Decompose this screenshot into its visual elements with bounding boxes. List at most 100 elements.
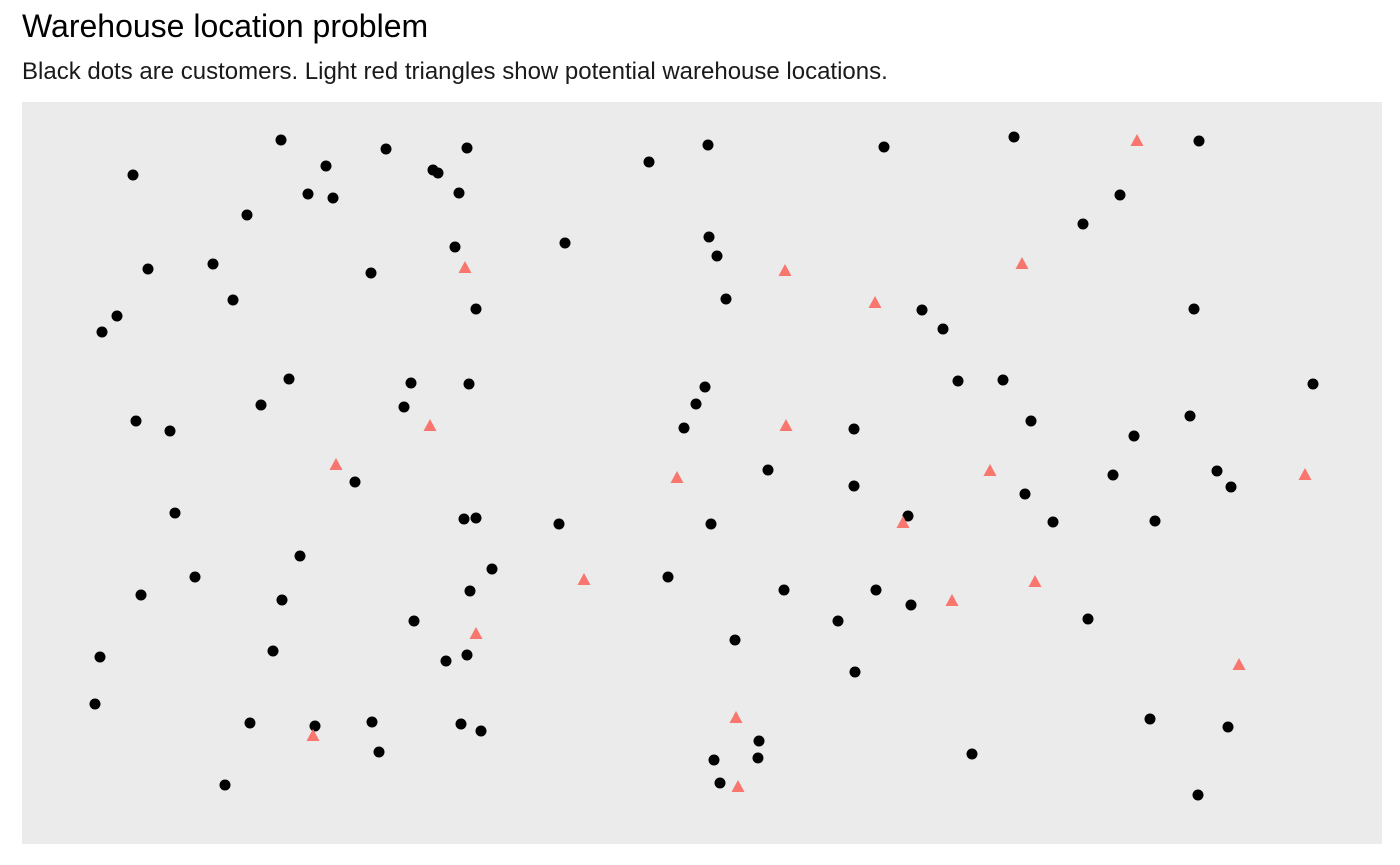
customer-point bbox=[1193, 135, 1205, 147]
customer-point bbox=[1019, 488, 1031, 500]
customer-point bbox=[752, 752, 764, 764]
customer-point bbox=[366, 716, 378, 728]
customer-point bbox=[432, 167, 444, 179]
warehouse-point bbox=[329, 458, 343, 470]
customer-point bbox=[848, 480, 860, 492]
customer-point bbox=[711, 250, 723, 262]
customer-point bbox=[405, 377, 417, 389]
customer-point bbox=[1307, 378, 1319, 390]
warehouse-point bbox=[1232, 658, 1246, 670]
customer-point bbox=[778, 584, 790, 596]
chart-title: Warehouse location problem bbox=[22, 8, 429, 44]
customer-point bbox=[89, 698, 101, 710]
customer-point bbox=[276, 594, 288, 606]
customer-point bbox=[320, 160, 332, 172]
plot-marks bbox=[89, 131, 1319, 801]
warehouse-point bbox=[1298, 468, 1312, 480]
warehouse-point bbox=[983, 464, 997, 476]
warehouse-point bbox=[778, 264, 792, 276]
customer-point bbox=[219, 779, 231, 791]
customer-point bbox=[1192, 789, 1204, 801]
customer-point bbox=[916, 304, 928, 316]
customer-point bbox=[1149, 515, 1161, 527]
customer-point bbox=[189, 571, 201, 583]
customer-point bbox=[1225, 481, 1237, 493]
customer-point bbox=[870, 584, 882, 596]
customer-point bbox=[470, 512, 482, 524]
customer-point bbox=[283, 373, 295, 385]
customer-point bbox=[1184, 410, 1196, 422]
customer-point bbox=[408, 615, 420, 627]
customer-point bbox=[762, 464, 774, 476]
customer-point bbox=[440, 655, 452, 667]
customer-point bbox=[475, 725, 487, 737]
customer-point bbox=[1047, 516, 1059, 528]
customer-point bbox=[1144, 713, 1156, 725]
customer-point bbox=[720, 293, 732, 305]
customer-point bbox=[130, 415, 142, 427]
customer-point bbox=[643, 156, 655, 168]
customer-point bbox=[708, 754, 720, 766]
customer-point bbox=[849, 666, 861, 678]
customer-point bbox=[690, 398, 702, 410]
warehouse-point bbox=[779, 419, 793, 431]
customer-point bbox=[164, 425, 176, 437]
customer-point bbox=[952, 375, 964, 387]
warehouse-point bbox=[423, 419, 437, 431]
customer-point bbox=[729, 634, 741, 646]
customer-point bbox=[937, 323, 949, 335]
customer-point bbox=[398, 401, 410, 413]
customer-point bbox=[349, 476, 361, 488]
warehouse-point bbox=[458, 261, 472, 273]
customer-point bbox=[142, 263, 154, 275]
customer-point bbox=[309, 720, 321, 732]
customer-point bbox=[275, 134, 287, 146]
warehouse-point bbox=[670, 471, 684, 483]
customer-point bbox=[96, 326, 108, 338]
customer-point bbox=[714, 777, 726, 789]
customer-point bbox=[135, 589, 147, 601]
customer-point bbox=[169, 507, 181, 519]
customer-point bbox=[1188, 303, 1200, 315]
warehouse-point bbox=[729, 711, 743, 723]
customer-point bbox=[327, 192, 339, 204]
customer-point bbox=[458, 513, 470, 525]
customer-point bbox=[461, 142, 473, 154]
customer-point bbox=[832, 615, 844, 627]
customer-point bbox=[699, 381, 711, 393]
customer-point bbox=[1077, 218, 1089, 230]
customer-point bbox=[244, 717, 256, 729]
customer-point bbox=[464, 585, 476, 597]
customer-point bbox=[455, 718, 467, 730]
customer-point bbox=[486, 563, 498, 575]
customer-point bbox=[241, 209, 253, 221]
customer-point bbox=[463, 378, 475, 390]
customer-point bbox=[905, 599, 917, 611]
customer-point bbox=[1008, 131, 1020, 143]
customer-point bbox=[703, 231, 715, 243]
warehouse-point bbox=[1130, 134, 1144, 146]
customer-point bbox=[207, 258, 219, 270]
customer-point bbox=[902, 510, 914, 522]
customer-point bbox=[461, 649, 473, 661]
customer-point bbox=[1107, 469, 1119, 481]
customer-point bbox=[753, 735, 765, 747]
warehouse-point bbox=[577, 573, 591, 585]
warehouse-point bbox=[945, 594, 959, 606]
customer-point bbox=[678, 422, 690, 434]
customer-point bbox=[1222, 721, 1234, 733]
customer-point bbox=[449, 241, 461, 253]
customer-point bbox=[848, 423, 860, 435]
customer-point bbox=[302, 188, 314, 200]
customer-point bbox=[1114, 189, 1126, 201]
customer-point bbox=[255, 399, 267, 411]
warehouse-point bbox=[306, 729, 320, 741]
customer-point bbox=[111, 310, 123, 322]
warehouse-point bbox=[896, 516, 910, 528]
customer-point bbox=[1025, 415, 1037, 427]
customer-point bbox=[127, 169, 139, 181]
warehouse-point bbox=[469, 627, 483, 639]
customer-point bbox=[1128, 430, 1140, 442]
customer-point bbox=[1211, 465, 1223, 477]
customer-point bbox=[553, 518, 565, 530]
